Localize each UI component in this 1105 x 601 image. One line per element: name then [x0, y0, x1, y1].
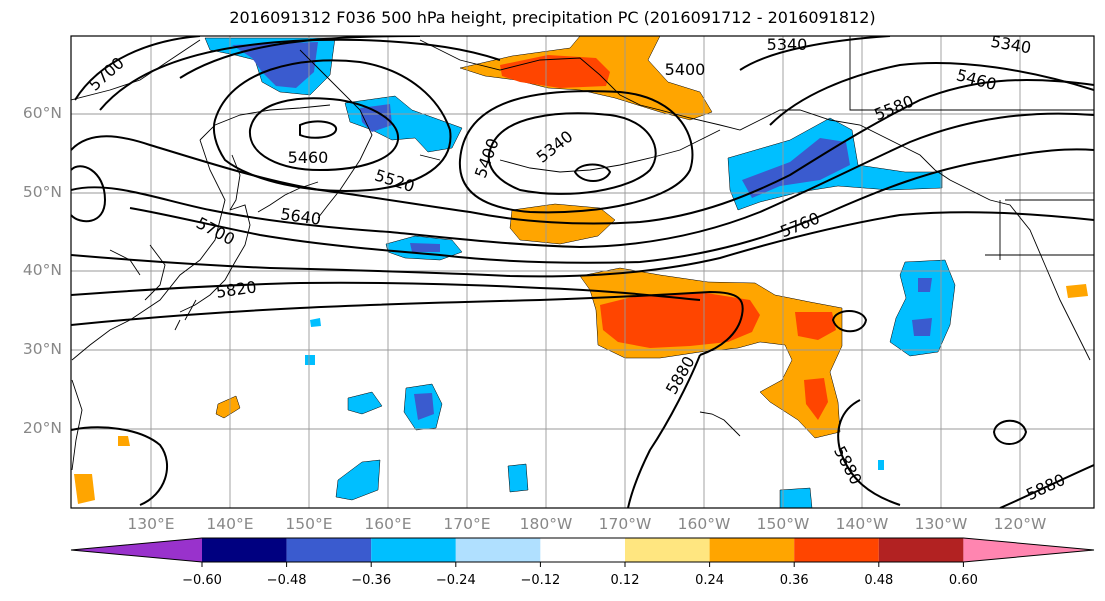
colorbar-tick-label: 0.48 [864, 573, 894, 588]
contour-5880-east [837, 399, 901, 506]
colorbar-seg [709, 538, 795, 562]
lon-label: 170°W [598, 515, 652, 533]
contour-5820 [71, 281, 744, 356]
contour-low-kamchatka-inner [299, 120, 337, 139]
lon-label: 150°E [285, 515, 333, 533]
colorbar-seg [371, 538, 456, 562]
lat-label: 40°N [22, 261, 62, 279]
neg-core-goa [742, 138, 850, 198]
contour-label: 5340 [767, 35, 808, 54]
contour-5880-sw [71, 426, 169, 506]
contour-low-west [71, 165, 107, 223]
lon-label: 130°E [127, 515, 175, 533]
contour-5460-kamchatka [248, 97, 400, 172]
lon-label: 160°E [364, 515, 412, 533]
contour-5880-small-ring [831, 310, 868, 333]
colorbar-tick-label: 0.36 [779, 573, 809, 588]
contour-5340-inner [573, 163, 612, 182]
colorbar-tick-label: −0.60 [182, 573, 222, 588]
lon-label: 180°W [519, 515, 573, 533]
contour-5580 [71, 79, 1094, 225]
lon-label: 120°W [993, 515, 1047, 533]
contour-5640 [71, 112, 1094, 249]
colorbar-tick-label: 0.24 [695, 573, 725, 588]
contour-5880-ring [992, 419, 1028, 445]
lat-label: 20°N [22, 419, 62, 437]
colorbar-seg [625, 538, 710, 562]
colorbar-tick-label: −0.24 [435, 573, 476, 588]
lon-label: 150°W [756, 515, 810, 533]
contour-label: 5460 [288, 148, 329, 167]
neg-area-south2 [347, 391, 383, 415]
lat-label: 50°N [22, 183, 62, 201]
coastlines [71, 36, 1094, 471]
height-contours [71, 36, 1094, 508]
lon-label: 170°E [443, 515, 491, 533]
lon-label: 130°W [914, 515, 968, 533]
neg-core-bering [360, 104, 392, 132]
colorbar-tick-label: −0.48 [266, 573, 307, 588]
pos-core-central [600, 292, 760, 348]
lat-label: 30°N [22, 340, 62, 358]
contour-5880-arc [627, 354, 701, 508]
colorbar-seg [878, 538, 964, 562]
colorbar-tick-label: −0.36 [351, 573, 392, 588]
colorbar-tick-label: −0.12 [520, 573, 561, 588]
colorbar-extend-low [71, 538, 202, 562]
contour-5880-se [999, 464, 1094, 508]
lon-label: 160°W [677, 515, 731, 533]
colorbar-tick-label: 0.60 [948, 573, 978, 588]
contour-5340-low [487, 112, 657, 195]
lon-label: 140°W [835, 515, 889, 533]
contour-east-trough [739, 36, 1094, 126]
plot-frame [70, 35, 1095, 509]
colorbar-seg [794, 538, 879, 562]
colorbar-seg [455, 538, 541, 562]
neg-core-kamchatka [232, 42, 318, 88]
map-title: 2016091312 F036 500 hPa height, precipit… [229, 8, 876, 27]
contour-label: 5400 [665, 60, 706, 79]
neg-area-south3 [335, 459, 381, 501]
contour-5700-nw [74, 36, 201, 101]
neg-area-east [889, 259, 956, 357]
contour-5760 [71, 211, 1094, 278]
contour-5700 [129, 148, 1094, 264]
lon-label: 140°E [206, 515, 254, 533]
colorbar-tick-label: 0.12 [610, 573, 640, 588]
contour-5400 [458, 90, 694, 214]
colorbar [70, 537, 1095, 567]
colorbar-seg [540, 538, 625, 562]
colorbar-seg [202, 538, 287, 562]
colorbar-extend-high [963, 538, 1094, 562]
contour-5520-ring [212, 59, 452, 192]
colorbar-seg [286, 538, 372, 562]
contour-a [99, 38, 501, 111]
lat-label: 60°N [22, 104, 62, 122]
contour-label: 5340 [989, 32, 1032, 58]
